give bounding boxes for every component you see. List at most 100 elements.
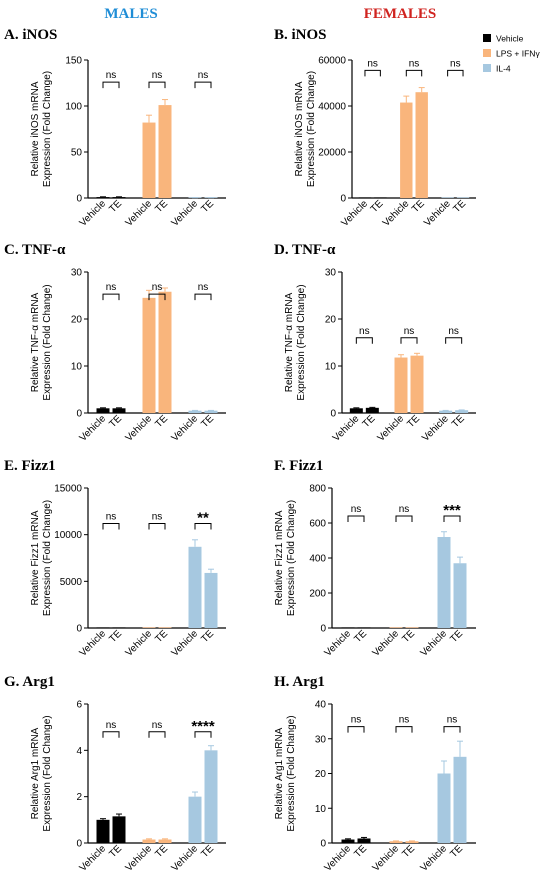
significance-bracket bbox=[347, 726, 365, 733]
x-tick-label: Vehicle bbox=[78, 198, 109, 229]
significance-bracket bbox=[400, 337, 418, 344]
bar bbox=[96, 408, 110, 413]
x-tick-label: Vehicle bbox=[78, 628, 109, 659]
significance-bracket bbox=[194, 731, 212, 738]
significance-bracket bbox=[148, 293, 166, 301]
panel-C: C. TNF-α 0 10 20 30 Relative TNF-α mRNA Expres… bbox=[4, 242, 226, 444]
significance-label: ns bbox=[152, 511, 163, 522]
significance-bracket bbox=[347, 515, 365, 522]
bar bbox=[439, 410, 453, 413]
x-tick-label: Vehicle bbox=[323, 843, 354, 874]
x-tick-label: TE bbox=[107, 413, 124, 430]
significance-label: ns bbox=[367, 58, 378, 69]
x-tick-label: TE bbox=[153, 628, 170, 645]
x-tick-label: TE bbox=[400, 843, 417, 860]
significance-label: ns bbox=[152, 282, 163, 293]
bar bbox=[357, 838, 371, 843]
panel-E: E. Fizz1 0 5000 10000 15000 Relative Fizz1 mR… bbox=[4, 458, 226, 659]
y-axis-label: Relative Arg1 mRNA bbox=[30, 727, 41, 819]
bar bbox=[188, 796, 202, 843]
y-tick-label: 2 bbox=[76, 792, 82, 803]
x-tick-label: TE bbox=[448, 843, 465, 860]
x-tick-label: Vehicle bbox=[419, 628, 450, 659]
significance-bracket bbox=[148, 81, 166, 89]
bar bbox=[453, 563, 467, 628]
y-tick-label: 40 bbox=[315, 700, 327, 711]
y-axis-label: Expression (Fold Change) bbox=[286, 500, 297, 616]
x-tick-label: Vehicle bbox=[124, 843, 155, 874]
panel-title: D. TNF-α bbox=[274, 242, 336, 258]
bar bbox=[374, 197, 387, 198]
significance-bracket bbox=[445, 337, 463, 344]
bar bbox=[142, 297, 156, 413]
x-tick-label: TE bbox=[369, 198, 386, 215]
significance-bracket bbox=[395, 515, 413, 522]
x-tick-label: TE bbox=[153, 413, 170, 430]
bar bbox=[415, 92, 428, 198]
panel-title: B. iNOS bbox=[274, 27, 327, 43]
bar bbox=[96, 197, 110, 198]
bar bbox=[358, 197, 372, 198]
significance-label: ns bbox=[409, 58, 420, 69]
x-tick-label: Vehicle bbox=[170, 413, 201, 444]
significance-bracket bbox=[102, 731, 120, 738]
x-tick-label: TE bbox=[153, 843, 170, 860]
y-tick-label: 60000 bbox=[318, 56, 346, 67]
significance-label: ns bbox=[152, 70, 163, 81]
bar bbox=[437, 773, 451, 843]
significance-label: ns bbox=[399, 504, 410, 515]
bar bbox=[357, 627, 371, 628]
x-tick-label: TE bbox=[448, 628, 465, 645]
y-tick-label: 0 bbox=[76, 194, 82, 205]
significance-label: ns bbox=[106, 70, 117, 81]
bar bbox=[188, 546, 202, 628]
significance-bracket bbox=[194, 293, 212, 301]
bar bbox=[349, 408, 363, 413]
x-tick-label: TE bbox=[352, 628, 369, 645]
y-tick-label: 0 bbox=[320, 624, 326, 635]
x-tick-label: Vehicle bbox=[422, 198, 453, 229]
significance-label: **** bbox=[191, 718, 215, 735]
x-tick-label: TE bbox=[361, 413, 378, 430]
bar bbox=[158, 627, 172, 628]
x-tick-label: TE bbox=[199, 198, 216, 215]
y-tick-label: 6 bbox=[76, 700, 82, 711]
significance-bracket bbox=[355, 337, 373, 344]
y-axis-label: Relative iNOS mRNA bbox=[294, 81, 305, 176]
significance-bracket bbox=[395, 726, 413, 733]
significance-label: ns bbox=[351, 504, 362, 515]
significance-label: *** bbox=[443, 502, 461, 519]
bar bbox=[456, 197, 470, 198]
x-tick-label: Vehicle bbox=[124, 198, 155, 229]
bar bbox=[96, 819, 110, 843]
x-tick-label: TE bbox=[410, 198, 427, 215]
significance-label: ns bbox=[198, 282, 209, 293]
y-tick-label: 10 bbox=[325, 362, 337, 373]
x-tick-label: TE bbox=[352, 843, 369, 860]
y-tick-label: 0 bbox=[320, 839, 326, 850]
y-tick-label: 200 bbox=[309, 589, 326, 600]
x-tick-label: TE bbox=[199, 843, 216, 860]
significance-label: ns bbox=[447, 715, 458, 726]
bar bbox=[142, 839, 156, 843]
significance-bracket bbox=[447, 69, 464, 77]
y-tick-label: 30 bbox=[71, 268, 83, 279]
panel-F: F. Fizz1 0 200 400 600 800 Relative Fizz1 mRNA… bbox=[274, 458, 476, 659]
significance-bracket bbox=[443, 726, 461, 733]
significance-bracket bbox=[364, 69, 381, 77]
x-tick-label: Vehicle bbox=[124, 413, 155, 444]
y-tick-label: 0 bbox=[76, 409, 82, 420]
x-tick-label: TE bbox=[107, 628, 124, 645]
y-tick-label: 40000 bbox=[318, 102, 346, 113]
panel-G: G. Arg1 0 2 4 6 Relative Arg1 mRNA Expression … bbox=[4, 674, 226, 874]
legend-label-1: Vehicle bbox=[496, 34, 524, 44]
y-tick-label: 0 bbox=[76, 624, 82, 635]
bar bbox=[112, 408, 126, 413]
y-axis-label: Expression (Fold Change) bbox=[42, 284, 53, 400]
significance-label: ns bbox=[106, 720, 117, 731]
y-axis-label: Relative Fizz1 mRNA bbox=[274, 510, 285, 605]
panel-title: E. Fizz1 bbox=[4, 458, 56, 474]
bar bbox=[188, 410, 202, 413]
